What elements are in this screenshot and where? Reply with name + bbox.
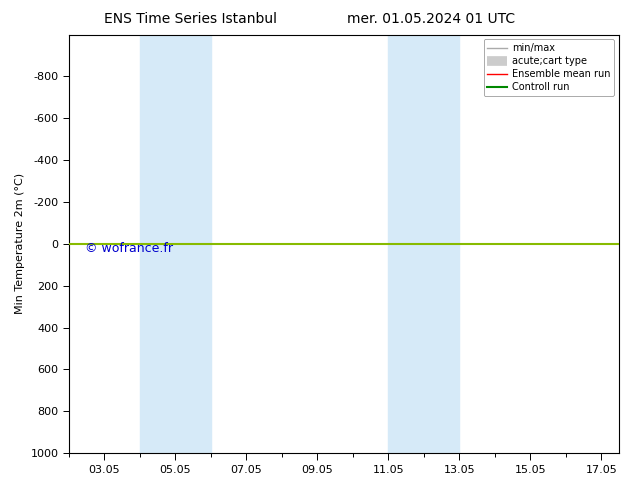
Text: © wofrance.fr: © wofrance.fr xyxy=(86,242,174,255)
Bar xyxy=(389,35,459,453)
Text: ENS Time Series Istanbul: ENS Time Series Istanbul xyxy=(104,12,276,26)
Legend: min/max, acute;cart type, Ensemble mean run, Controll run: min/max, acute;cart type, Ensemble mean … xyxy=(484,40,614,96)
Bar xyxy=(140,35,211,453)
Text: mer. 01.05.2024 01 UTC: mer. 01.05.2024 01 UTC xyxy=(347,12,515,26)
Y-axis label: Min Temperature 2m (°C): Min Temperature 2m (°C) xyxy=(15,173,25,315)
